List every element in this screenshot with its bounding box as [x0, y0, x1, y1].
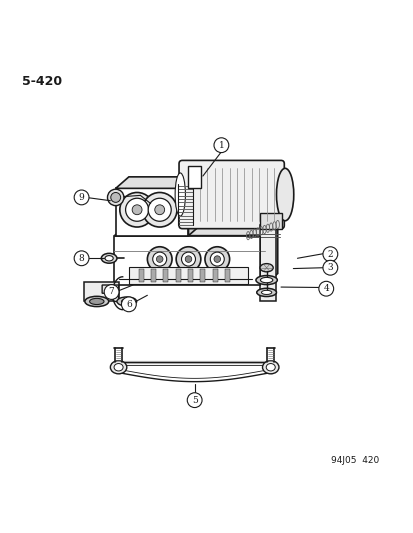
Polygon shape [163, 269, 168, 282]
Ellipse shape [262, 361, 278, 374]
Circle shape [121, 297, 136, 312]
Polygon shape [128, 268, 247, 284]
Polygon shape [138, 269, 143, 282]
Text: 8: 8 [78, 254, 84, 263]
Ellipse shape [114, 364, 123, 371]
Circle shape [214, 138, 228, 152]
Circle shape [214, 256, 220, 262]
Polygon shape [151, 269, 156, 282]
Circle shape [210, 252, 224, 266]
Circle shape [119, 192, 154, 227]
Polygon shape [200, 269, 205, 282]
Polygon shape [115, 188, 188, 236]
Ellipse shape [105, 256, 113, 261]
Circle shape [185, 256, 191, 262]
Text: 9: 9 [78, 193, 84, 202]
Polygon shape [114, 236, 264, 285]
Circle shape [318, 281, 333, 296]
Polygon shape [259, 225, 275, 302]
Ellipse shape [89, 298, 104, 304]
Ellipse shape [276, 168, 293, 221]
Ellipse shape [255, 276, 277, 285]
Ellipse shape [116, 297, 136, 306]
Polygon shape [112, 176, 297, 291]
Polygon shape [188, 166, 200, 188]
Circle shape [125, 198, 148, 221]
Text: 5-420: 5-420 [22, 75, 62, 88]
Circle shape [74, 251, 89, 265]
Circle shape [152, 252, 166, 266]
Polygon shape [176, 269, 180, 282]
Polygon shape [259, 213, 282, 230]
Polygon shape [188, 177, 201, 236]
Ellipse shape [101, 253, 116, 263]
Polygon shape [102, 285, 118, 302]
Circle shape [132, 205, 142, 215]
Circle shape [111, 192, 120, 203]
Polygon shape [114, 224, 277, 236]
Ellipse shape [256, 288, 276, 296]
Circle shape [142, 192, 176, 227]
Ellipse shape [266, 364, 275, 371]
Circle shape [176, 247, 200, 271]
Circle shape [107, 189, 123, 206]
Circle shape [181, 252, 195, 266]
Text: 5: 5 [191, 395, 197, 405]
Ellipse shape [261, 290, 271, 294]
Polygon shape [188, 269, 192, 282]
Polygon shape [225, 269, 230, 282]
Circle shape [154, 205, 164, 215]
Ellipse shape [110, 361, 126, 374]
Circle shape [148, 198, 171, 221]
Circle shape [322, 247, 337, 262]
Ellipse shape [260, 277, 272, 282]
Ellipse shape [85, 296, 109, 306]
Polygon shape [115, 177, 201, 188]
Text: 2: 2 [327, 249, 332, 259]
Polygon shape [264, 224, 277, 285]
Text: 6: 6 [126, 300, 131, 309]
Text: 4: 4 [323, 284, 328, 293]
Circle shape [147, 247, 172, 271]
Polygon shape [83, 282, 118, 302]
Circle shape [156, 256, 163, 262]
Text: 94J05  420: 94J05 420 [331, 456, 379, 465]
Circle shape [204, 247, 229, 271]
Ellipse shape [259, 264, 273, 272]
Polygon shape [212, 269, 217, 282]
Text: 7: 7 [109, 287, 114, 296]
Ellipse shape [175, 173, 185, 216]
Circle shape [322, 260, 337, 275]
Text: 1: 1 [218, 141, 224, 150]
Text: 3: 3 [327, 263, 332, 272]
Ellipse shape [121, 299, 132, 304]
FancyBboxPatch shape [178, 160, 284, 229]
Circle shape [104, 285, 119, 300]
Circle shape [74, 190, 89, 205]
Circle shape [187, 393, 202, 408]
